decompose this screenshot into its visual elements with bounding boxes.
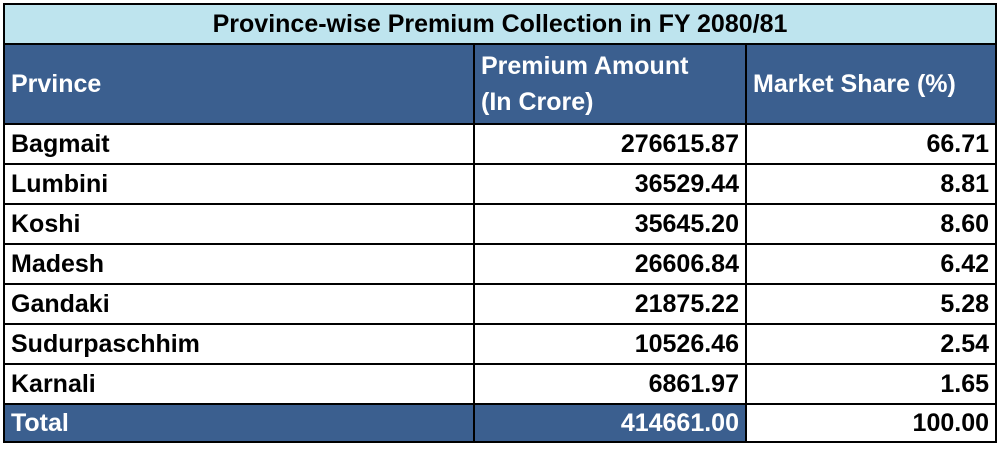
cell-province: Gandaki bbox=[3, 283, 475, 325]
cell-province: Lumbini bbox=[3, 163, 475, 205]
cell-premium-amount: 36529.44 bbox=[473, 163, 747, 205]
cell-market-share: 8.60 bbox=[744, 203, 998, 245]
cell-province: Bagmait bbox=[3, 123, 475, 165]
cell-premium-amount: 276615.87 bbox=[473, 123, 747, 165]
header-province: Prvince bbox=[3, 43, 475, 125]
title-row: Province-wise Premium Collection in FY 2… bbox=[2, 3, 998, 45]
cell-premium-amount: 10526.46 bbox=[473, 323, 747, 365]
header-market-share: Market Share (%) bbox=[744, 43, 998, 125]
cell-premium-amount: 21875.22 bbox=[473, 283, 747, 325]
header-premium-amount: Premium Amount (In Crore) bbox=[473, 43, 747, 125]
table-row: Madesh 26606.84 6.42 bbox=[3, 243, 998, 285]
table-row: Lumbini 36529.44 8.81 bbox=[3, 163, 998, 205]
cell-premium-amount: 35645.20 bbox=[473, 203, 747, 245]
cell-market-share: 8.81 bbox=[744, 163, 998, 205]
header-premium-line1: Premium Amount bbox=[481, 52, 689, 80]
cell-market-share: 66.71 bbox=[744, 123, 998, 165]
total-market-share: 100.00 bbox=[744, 403, 998, 443]
total-label: Total bbox=[3, 403, 475, 443]
cell-premium-amount: 26606.84 bbox=[473, 243, 747, 285]
table-row: Sudurpaschhim 10526.46 2.54 bbox=[3, 323, 998, 365]
header-premium-line2: (In Crore) bbox=[481, 88, 594, 116]
cell-province: Sudurpaschhim bbox=[3, 323, 475, 365]
total-premium-amount: 414661.00 bbox=[473, 403, 747, 443]
table-row: Gandaki 21875.22 5.28 bbox=[3, 283, 998, 325]
cell-market-share: 2.54 bbox=[744, 323, 998, 365]
total-row: Total 414661.00 100.00 bbox=[3, 403, 998, 443]
table-title: Province-wise Premium Collection in FY 2… bbox=[2, 3, 998, 45]
cell-market-share: 5.28 bbox=[744, 283, 998, 325]
table-row: Koshi 35645.20 8.60 bbox=[3, 203, 998, 245]
header-row: Prvince Premium Amount (In Crore) Market… bbox=[3, 43, 998, 125]
cell-market-share: 1.65 bbox=[744, 363, 998, 405]
cell-market-share: 6.42 bbox=[744, 243, 998, 285]
cell-province: Karnali bbox=[3, 363, 475, 405]
cell-province: Madesh bbox=[3, 243, 475, 285]
cell-premium-amount: 6861.97 bbox=[473, 363, 747, 405]
cell-province: Koshi bbox=[3, 203, 475, 245]
table-row: Karnali 6861.97 1.65 bbox=[3, 363, 998, 405]
table-row: Bagmait 276615.87 66.71 bbox=[3, 123, 998, 165]
premium-table: Province-wise Premium Collection in FY 2… bbox=[2, 3, 998, 443]
